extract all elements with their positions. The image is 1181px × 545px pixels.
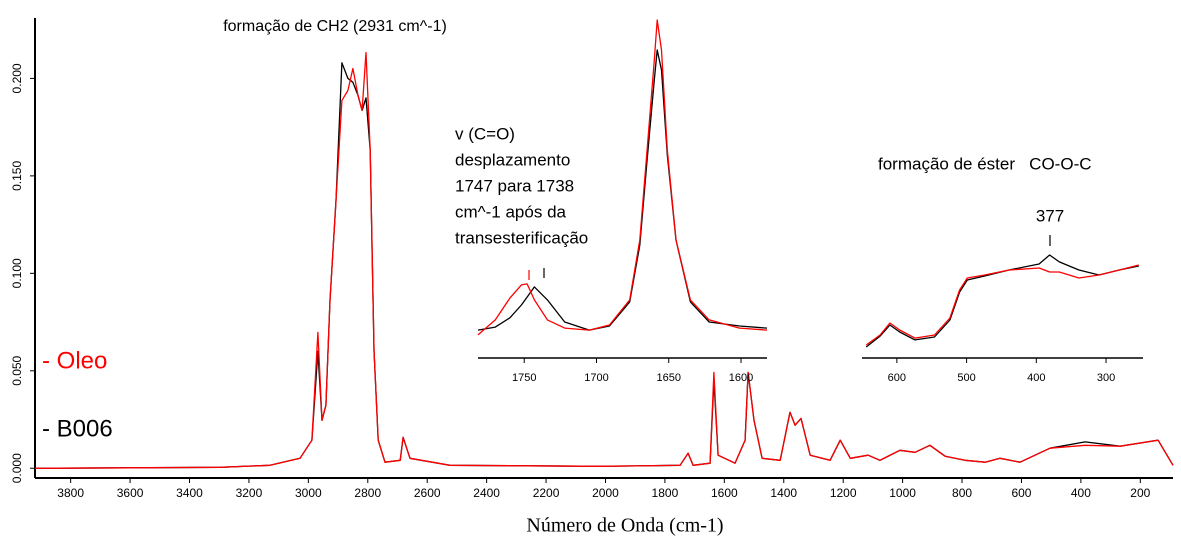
x-tick-label: 1700 [584, 372, 608, 384]
annotation: formação de éster CO-O-C [878, 154, 1092, 173]
x-tick-label: 1400 [770, 486, 797, 500]
x-tick-label: 3000 [295, 486, 322, 500]
spectrum-line [34, 62, 1174, 469]
y-tick-label: 0.000 [10, 453, 24, 483]
x-tick-label: 800 [952, 486, 972, 500]
chart-title: formação de CH2 (2931 cm^-1) [223, 18, 447, 35]
x-tick-label: 3200 [236, 486, 263, 500]
legend-label: - B006 [42, 415, 113, 442]
x-tick-label: 400 [1071, 486, 1091, 500]
peak-label: 377 [1036, 206, 1064, 225]
annotation: desplazamento [455, 150, 570, 169]
y-tick-label: 0.150 [10, 161, 24, 191]
x-tick-label: 1000 [889, 486, 916, 500]
x-tick-label: 1600 [711, 486, 738, 500]
x-tick-label: 1800 [652, 486, 679, 500]
x-tick-label: 500 [957, 372, 975, 384]
y-tick-label: 0.100 [10, 258, 24, 288]
spectrum-line [34, 51, 1174, 469]
x-tick-label: 2200 [533, 486, 560, 500]
x-tick-label: 200 [1130, 486, 1150, 500]
y-tick-label: 0.050 [10, 355, 24, 385]
legend-label: - Oleo [42, 347, 107, 374]
x-tick-label: 1600 [729, 372, 753, 384]
x-tick-label: 600 [888, 372, 906, 384]
x-tick-label: 2800 [354, 486, 381, 500]
x-tick-label: 2400 [473, 486, 500, 500]
x-tick-label: 3600 [117, 486, 144, 500]
x-tick-label: 3400 [176, 486, 203, 500]
x-tick-label: 1200 [830, 486, 857, 500]
spectrum-line [865, 254, 1139, 348]
annotation: cm^-1 após da [455, 202, 567, 221]
spectrum-line [865, 264, 1139, 346]
x-tick-label: 300 [1097, 372, 1115, 384]
x-tick-label: 600 [1011, 486, 1031, 500]
x-tick-label: 1650 [656, 372, 680, 384]
x-axis-label: Número de Onda (cm-1) [526, 515, 723, 537]
x-tick-label: 2000 [592, 486, 619, 500]
x-tick-label: 400 [1027, 372, 1045, 384]
x-tick-label: 2600 [414, 486, 441, 500]
x-tick-label: 1750 [512, 372, 536, 384]
y-tick-label: 0.200 [10, 63, 24, 93]
x-tick-label: 3800 [57, 486, 84, 500]
annotation: v (C=O) [455, 124, 515, 143]
annotation: transesterificação [455, 228, 588, 247]
annotation: 1747 para 1738 [455, 176, 574, 195]
spectrum-line [477, 19, 768, 336]
